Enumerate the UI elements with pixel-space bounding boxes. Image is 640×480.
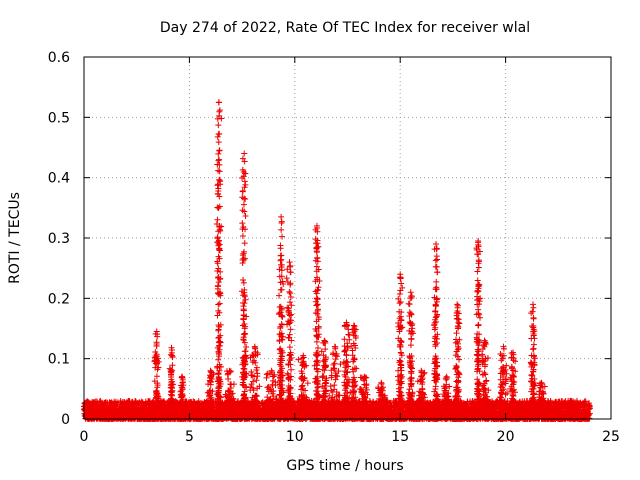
data-points [81,99,593,422]
grid [84,57,611,419]
